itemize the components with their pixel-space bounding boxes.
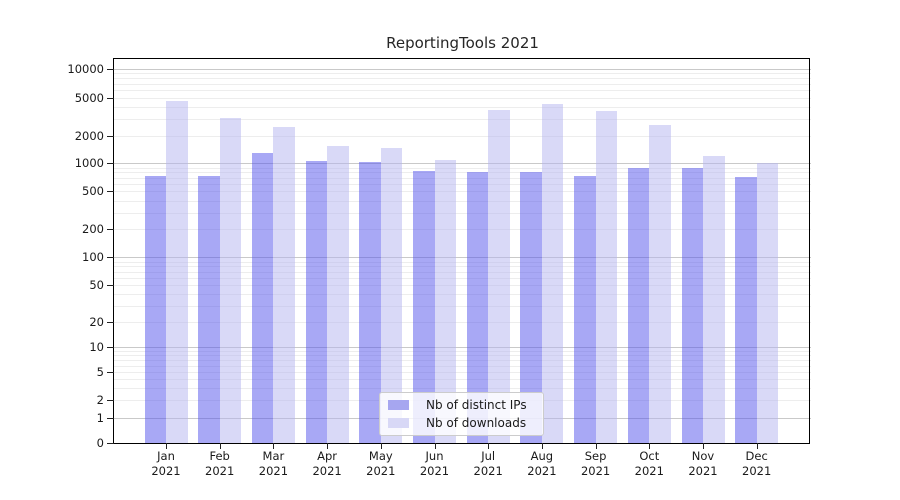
x-tick-month-feb: Feb (209, 449, 230, 464)
chart-title: ReportingTools 2021 (386, 34, 539, 52)
x-tick-nov (703, 443, 704, 450)
x-tick-year-feb: 2021 (205, 464, 235, 479)
y-tick-label-5000: 5000 (74, 91, 104, 105)
x-tick-year-oct: 2021 (634, 464, 664, 479)
legend-swatch-downloads (388, 417, 409, 428)
x-tick-year-jul: 2021 (473, 464, 503, 479)
y-tick-label-0: 0 (96, 436, 104, 451)
x-tick-aug (541, 443, 543, 450)
x-tick-month-jul: Jul (481, 449, 496, 464)
legend-label-distinct-ips: Nb of distinct IPs (426, 398, 527, 413)
x-tick-oct (649, 443, 651, 450)
y-tick-label-50: 50 (89, 278, 104, 293)
legend: Nb of distinct IPs Nb of downloads (379, 392, 544, 436)
x-tick-month-sep: Sep (584, 449, 607, 464)
y-tick-label-200: 200 (82, 222, 104, 237)
x-tick-month-nov: Nov (691, 449, 715, 464)
y-tick-label-2000: 2000 (74, 128, 104, 143)
y-tick-label-1: 1 (96, 410, 104, 425)
x-tick-feb (219, 443, 221, 450)
x-tick-label-nov: Nov 2021 (663, 449, 743, 479)
x-tick-mar (273, 443, 275, 450)
x-tick-year-apr: 2021 (312, 464, 342, 479)
x-tick-jun (434, 443, 436, 450)
x-tick-month-mar: Mar (262, 449, 285, 464)
x-tick-label-jul: Jul 2021 (448, 449, 528, 479)
x-tick-year-mar: 2021 (258, 464, 289, 479)
x-tick-year-nov: 2021 (688, 464, 718, 479)
x-tick-month-jun: Jun (425, 449, 444, 464)
x-tick-label-dec: Dec 2021 (717, 449, 797, 479)
x-tick-label-aug: Aug 2021 (502, 449, 582, 479)
x-tick-month-aug: Aug (530, 449, 554, 464)
y-tick-label-10: 10 (89, 340, 104, 355)
x-tick-year-jun: 2021 (419, 464, 450, 479)
x-tick-year-jan: 2021 (151, 464, 181, 479)
y-tick-label-10000: 10000 (67, 62, 104, 76)
x-tick-may (380, 443, 382, 450)
y-tick-label-20: 20 (89, 314, 104, 329)
x-tick-label-jan: Jan 2021 (126, 449, 206, 479)
y-tick-label-100: 100 (82, 250, 104, 265)
x-tick-label-may: May 2021 (341, 449, 421, 479)
legend-row-distinct-ips: Nb of distinct IPs (388, 398, 535, 412)
x-tick-apr (327, 443, 329, 450)
x-tick-year-aug: 2021 (527, 464, 557, 479)
x-tick-dec (756, 443, 758, 450)
y-tick-label-500: 500 (82, 184, 104, 199)
x-tick-month-jan: Jan (157, 449, 175, 464)
x-tick-jul (488, 443, 490, 450)
x-tick-month-apr: Apr (317, 449, 338, 464)
x-tick-year-may: 2021 (366, 464, 396, 479)
legend-label-downloads: Nb of downloads (426, 415, 527, 430)
x-tick-label-sep: Sep 2021 (556, 449, 636, 479)
x-tick-jan (166, 443, 167, 450)
x-tick-sep (595, 443, 597, 450)
y-tick-label-1000: 1000 (74, 156, 104, 171)
plot-frame (113, 58, 810, 444)
x-tick-label-feb: Feb 2021 (180, 449, 260, 479)
y-tick-label-5: 5 (96, 365, 104, 380)
x-tick-month-dec: Dec (745, 449, 768, 464)
legend-swatch-distinct-ips (388, 400, 409, 411)
x-tick-label-apr: Apr 2021 (287, 449, 367, 479)
x-tick-month-may: May (368, 449, 393, 464)
x-tick-label-jun: Jun 2021 (395, 449, 475, 479)
y-tick-label-2: 2 (96, 393, 104, 407)
legend-row-downloads: Nb of downloads (388, 416, 535, 430)
x-tick-year-sep: 2021 (580, 464, 611, 479)
x-tick-label-oct: Oct 2021 (609, 449, 689, 479)
x-tick-year-dec: 2021 (742, 464, 772, 479)
x-tick-month-oct: Oct (639, 449, 660, 464)
x-tick-label-mar: Mar 2021 (233, 449, 313, 479)
